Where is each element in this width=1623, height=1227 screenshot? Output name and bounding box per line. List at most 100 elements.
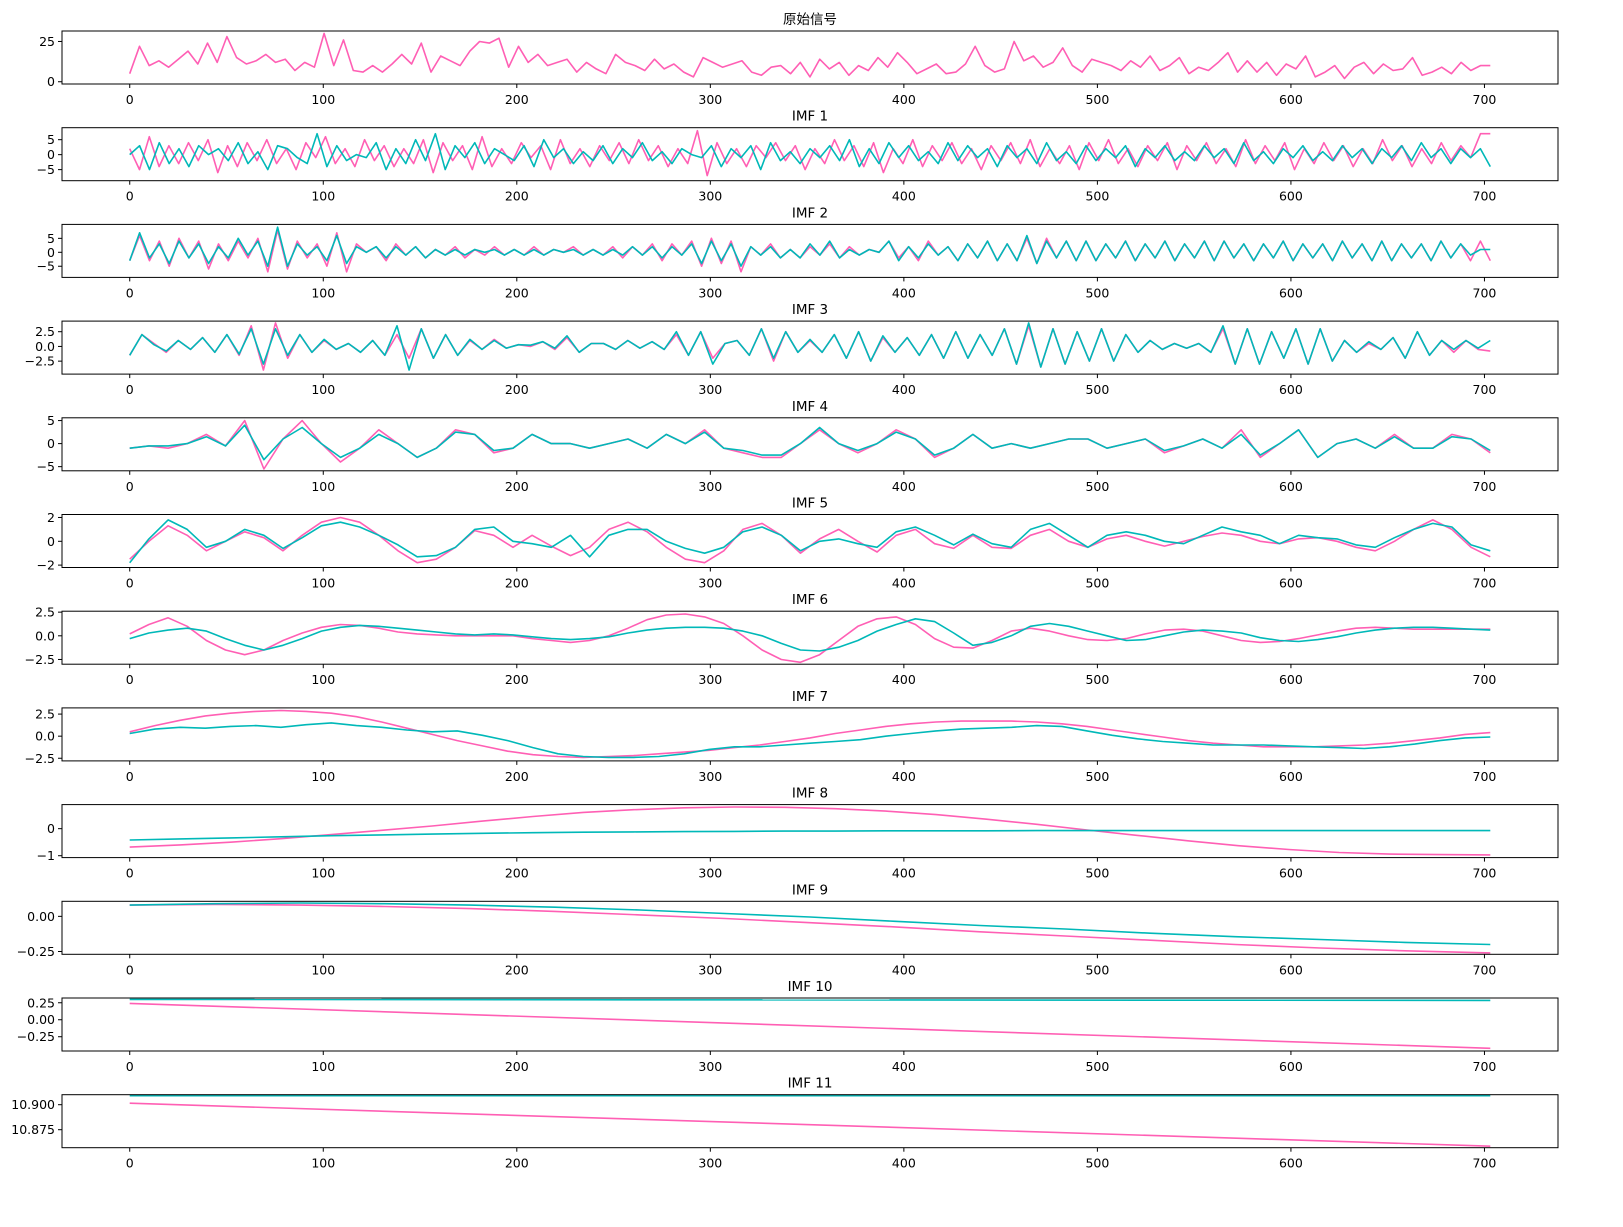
- subplot-3: IMF 3 0 100 200 300 400 500 600 700 −2.50.02.5: [25, 302, 1559, 397]
- x-tick-label: 300: [698, 1059, 722, 1074]
- y-tick-label: 5: [47, 132, 55, 147]
- x-tick-label: 200: [505, 92, 529, 107]
- x-tick-label: 200: [505, 672, 529, 687]
- subplot-title: IMF 1: [792, 109, 828, 125]
- y-tick-label: 10.875: [11, 1122, 55, 1137]
- subplot-title: IMF 6: [792, 592, 828, 608]
- series-line-imf11-true: [129, 1102, 1491, 1147]
- y-tick-label: −2.5: [25, 354, 55, 369]
- x-tick-label: 300: [698, 382, 722, 397]
- x-tick-label: 100: [311, 962, 335, 977]
- x-tick-label: 300: [698, 92, 722, 107]
- x-tick-label: 700: [1473, 285, 1497, 300]
- x-tick-label: 700: [1473, 769, 1497, 784]
- x-tick-label: 700: [1473, 1156, 1497, 1171]
- x-tick-label: 400: [892, 382, 916, 397]
- series-line-imf9-true: [129, 903, 1491, 954]
- x-tick-label: 100: [311, 866, 335, 881]
- y-tick-label: 0.00: [27, 909, 55, 924]
- x-tick-label: 300: [698, 672, 722, 687]
- x-tick-label: 700: [1473, 92, 1497, 107]
- x-tick-label: 0: [126, 1059, 134, 1074]
- y-tick-label: 2.5: [35, 605, 55, 620]
- x-tick-label: 500: [1085, 1059, 1109, 1074]
- y-tick-label: −5: [37, 259, 55, 274]
- subplot-11: IMF 11 0 100 200 300 400 500 600 700 10.875 10.900: [11, 1076, 1559, 1171]
- series-line-imf8-true: [129, 806, 1491, 856]
- subplot-title: IMF 8: [792, 786, 828, 802]
- subplot-0: 原始信号 0 100 200 300 400 500 600 700 0 25: [39, 12, 1559, 107]
- series-line-imf9-pred: [129, 902, 1491, 946]
- subplot-title: IMF 5: [792, 496, 828, 512]
- x-tick-label: 100: [311, 1156, 335, 1171]
- x-tick-label: 500: [1085, 189, 1109, 204]
- subplot-title: IMF 2: [792, 205, 828, 221]
- x-tick-label: 500: [1085, 962, 1109, 977]
- x-tick-label: 700: [1473, 1059, 1497, 1074]
- y-tick-label: 0.0: [35, 729, 55, 744]
- x-tick-label: 0: [126, 92, 134, 107]
- axes-frame: [61, 320, 1559, 375]
- y-tick-label: 25: [39, 34, 55, 49]
- x-tick-label: 500: [1085, 382, 1109, 397]
- x-tick-label: 500: [1085, 672, 1109, 687]
- y-tick-label: 0: [47, 534, 55, 549]
- x-tick-label: 200: [505, 1059, 529, 1074]
- y-tick-label: −2: [37, 558, 55, 573]
- y-tick-label: −2.5: [25, 751, 55, 766]
- series-line-imf10-pred: [129, 998, 1491, 1002]
- y-tick-label: 2.5: [35, 324, 55, 339]
- subplot-4: IMF 4 0 100 200 300 400 500 600 700 −5 0 5: [37, 399, 1559, 494]
- subplot-title: IMF 3: [792, 302, 828, 318]
- x-tick-label: 700: [1473, 189, 1497, 204]
- x-tick-label: 400: [892, 189, 916, 204]
- x-tick-label: 100: [311, 189, 335, 204]
- x-tick-label: 0: [126, 866, 134, 881]
- x-tick-label: 200: [505, 576, 529, 591]
- axes-frame: [61, 997, 1559, 1052]
- axes-frame: [61, 223, 1559, 278]
- x-tick-label: 0: [126, 1156, 134, 1171]
- y-tick-label: −1: [37, 848, 55, 863]
- subplot-10: IMF 10 0 100 200 300 400 500 600 700 −0.25 0.00 0.2…: [17, 979, 1559, 1074]
- series-line-imf5-pred: [129, 519, 1491, 564]
- subplot-title: IMF 4: [792, 399, 828, 415]
- x-tick-label: 200: [505, 1156, 529, 1171]
- series-line-original: [128, 32, 1491, 80]
- x-tick-label: 600: [1279, 189, 1303, 204]
- y-tick-label: −0.25: [17, 944, 55, 959]
- x-tick-label: 0: [126, 189, 134, 204]
- x-tick-label: 400: [892, 1059, 916, 1074]
- x-tick-label: 600: [1279, 479, 1303, 494]
- x-tick-label: 100: [311, 1059, 335, 1074]
- subplot-6: IMF 6 0 100 200 300 400 500 600 700 −2.5 0.0 2.5: [25, 592, 1559, 687]
- x-tick-label: 200: [505, 382, 529, 397]
- series-line-imf2-pred: [128, 226, 1491, 268]
- x-tick-label: 300: [698, 769, 722, 784]
- x-tick-label: 500: [1085, 1156, 1109, 1171]
- y-tick-label: 2: [47, 510, 55, 525]
- y-tick-label: 0.00: [27, 1012, 55, 1027]
- x-tick-label: 600: [1279, 1156, 1303, 1171]
- x-tick-label: 500: [1085, 92, 1109, 107]
- x-tick-label: 700: [1473, 576, 1497, 591]
- x-tick-label: 0: [126, 962, 134, 977]
- subplot-8: IMF 8 0 100 200 300 400 500 600 700 −1 0: [37, 786, 1559, 881]
- y-tick-label: 0: [47, 147, 55, 162]
- y-tick-label: 5: [47, 231, 55, 246]
- x-tick-label: 600: [1279, 576, 1303, 591]
- y-tick-label: 0: [47, 436, 55, 451]
- y-tick-label: 0.0: [35, 628, 55, 643]
- x-tick-label: 400: [892, 576, 916, 591]
- x-tick-label: 100: [311, 576, 335, 591]
- series-line-imf10-true: [129, 1002, 1491, 1050]
- x-tick-label: 500: [1085, 576, 1109, 591]
- x-tick-label: 600: [1279, 672, 1303, 687]
- x-tick-label: 400: [892, 672, 916, 687]
- x-tick-label: 0: [126, 285, 134, 300]
- x-tick-label: 700: [1473, 479, 1497, 494]
- subplot-title: IMF 7: [792, 689, 828, 705]
- x-tick-label: 300: [698, 1156, 722, 1171]
- series-line-imf4-true: [129, 419, 1491, 470]
